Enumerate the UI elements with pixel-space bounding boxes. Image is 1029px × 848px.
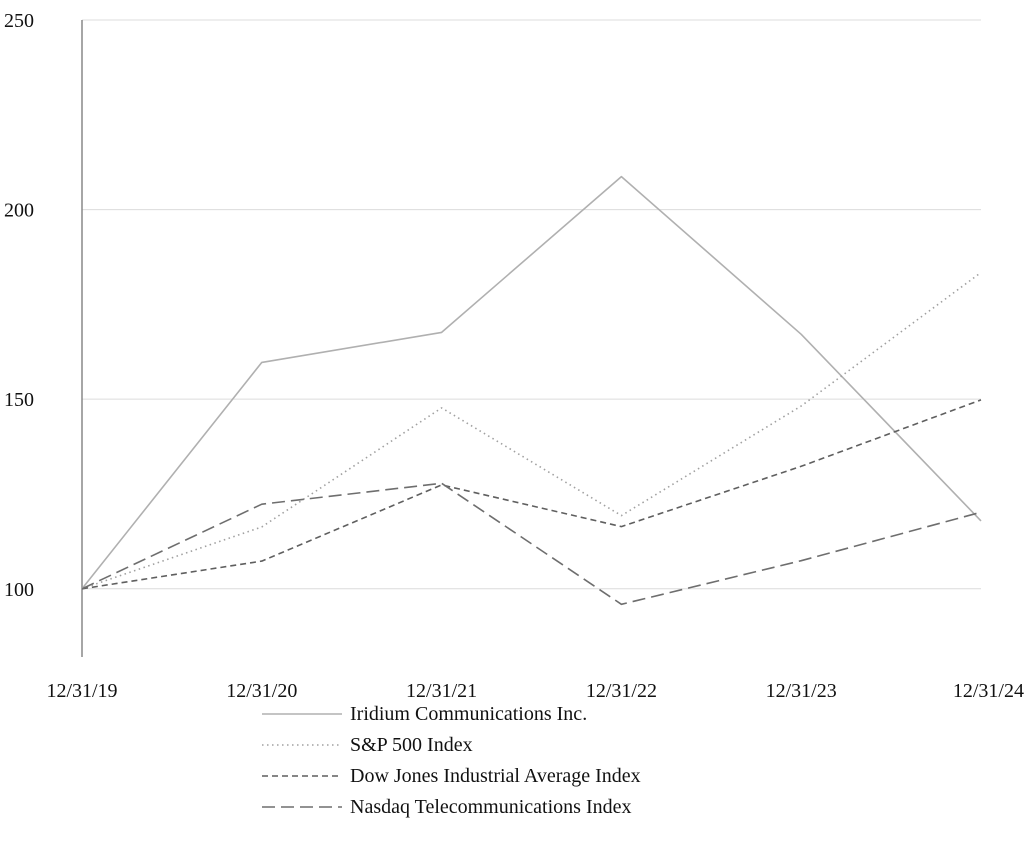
y-tick-label: 250 xyxy=(4,10,34,32)
y-tick-label: 150 xyxy=(4,389,34,411)
x-axis-ticks: 12/31/19 12/31/20 12/31/21 12/31/22 12/31/23… xyxy=(46,680,1024,702)
legend-swatch-sp500 xyxy=(262,744,342,746)
gridlines xyxy=(82,19,981,590)
x-tick-label: 12/31/23 xyxy=(766,680,837,702)
legend-label: S&P 500 Index xyxy=(350,734,473,756)
series-line-0 xyxy=(81,175,982,590)
y-tick-label: 200 xyxy=(4,200,34,222)
series-line-3 xyxy=(81,482,982,606)
series-lines xyxy=(81,175,982,606)
y-tick-label: 100 xyxy=(4,579,34,601)
y-axis-ticks: 100 150 200 250 xyxy=(4,10,34,601)
legend-swatch-iridium xyxy=(262,713,342,715)
legend-swatch-nasdaq-telecom xyxy=(262,806,342,808)
x-tick-label: 12/31/19 xyxy=(46,680,117,702)
legend-label: Nasdaq Telecommunications Index xyxy=(350,796,632,818)
x-tick-label: 12/31/21 xyxy=(406,680,477,702)
series-line-2 xyxy=(81,399,982,590)
legend-label: Iridium Communications Inc. xyxy=(350,703,588,725)
series-line-1 xyxy=(81,271,982,590)
x-tick-label: 12/31/22 xyxy=(586,680,657,702)
legend-label: Dow Jones Industrial Average Index xyxy=(350,765,641,787)
x-tick-label: 12/31/20 xyxy=(226,680,297,702)
legend-swatch-dow-jones xyxy=(262,775,342,777)
x-tick-label: 12/31/24 xyxy=(953,680,1024,702)
